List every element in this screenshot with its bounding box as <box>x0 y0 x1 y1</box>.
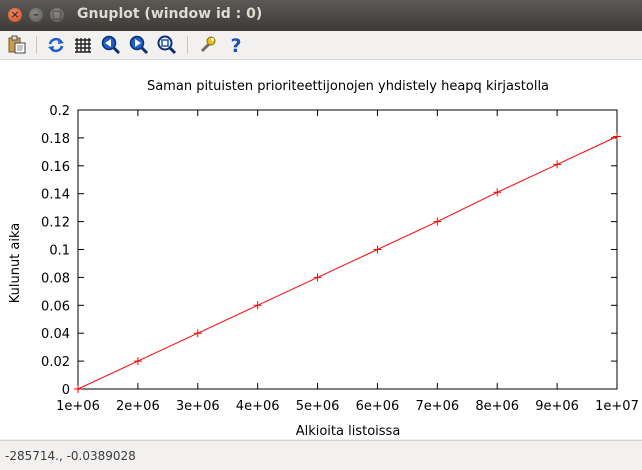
replot-icon <box>45 34 67 56</box>
data-point-marker <box>314 273 322 281</box>
y-tick-label: 0.1 <box>49 244 70 259</box>
data-point-marker <box>553 160 561 168</box>
data-point-marker <box>433 218 441 226</box>
y-axis-label: Kulunut aika <box>8 223 23 304</box>
plot-frame <box>78 110 617 389</box>
x-tick-label: 9e+06 <box>535 399 579 414</box>
x-tick-label: 6e+06 <box>356 399 400 414</box>
x-tick-label: 8e+06 <box>475 399 519 414</box>
minimize-window-button[interactable]: – <box>29 8 43 22</box>
svg-text:?: ? <box>230 35 241 56</box>
chart-title: Saman pituisten prioriteettijonojen yhdi… <box>147 79 549 94</box>
wrench-icon <box>196 34 218 56</box>
data-point-marker <box>613 133 621 141</box>
x-axis-label: Alkioita listoissa <box>296 424 401 439</box>
grid-icon <box>72 34 94 56</box>
data-point-marker <box>493 188 501 196</box>
x-tick-label: 7e+06 <box>415 399 459 414</box>
data-point-marker <box>74 385 82 393</box>
x-tick-label: 5e+06 <box>296 399 340 414</box>
window-titlebar: × – □ Gnuplot (window id : 0) <box>0 0 642 31</box>
y-tick-label: 0.02 <box>41 355 70 370</box>
y-tick-label: 0 <box>62 383 70 398</box>
copy-to-clipboard-button[interactable] <box>6 34 28 56</box>
close-window-button[interactable]: × <box>8 8 22 22</box>
toolbar: ? <box>0 31 642 60</box>
help-button[interactable]: ? <box>225 34 247 56</box>
x-tick-label: 2e+06 <box>116 399 160 414</box>
y-tick-label: 0.06 <box>41 299 70 314</box>
y-tick-label: 0.16 <box>41 160 70 175</box>
maximize-window-button[interactable]: □ <box>50 8 64 22</box>
mouse-coordinates: -285714., -0.0389028 <box>5 449 136 463</box>
x-tick-label: 4e+06 <box>236 399 280 414</box>
y-tick-label: 0.14 <box>41 188 70 203</box>
x-tick-label: 1e+07 <box>595 399 639 414</box>
preferences-button[interactable] <box>196 34 218 56</box>
toolbar-separator <box>187 36 188 54</box>
toggle-grid-button[interactable] <box>72 34 94 56</box>
chart[interactable]: Saman pituisten prioriteettijonojen yhdi… <box>0 60 642 439</box>
autoscale-button[interactable] <box>156 34 178 56</box>
y-tick-label: 0.04 <box>41 327 70 342</box>
zoom-forward-icon <box>128 34 150 56</box>
y-tick-label: 0.2 <box>49 104 70 119</box>
maximize-icon: □ <box>50 8 64 22</box>
next-zoom-button[interactable] <box>128 34 150 56</box>
toolbar-separator <box>36 36 37 54</box>
data-point-marker <box>254 301 262 309</box>
previous-zoom-button[interactable] <box>100 34 122 56</box>
series-line <box>78 137 617 389</box>
window-title: Gnuplot (window id : 0) <box>77 6 262 22</box>
status-bar: -285714., -0.0389028 <box>0 440 642 470</box>
y-tick-label: 0.08 <box>41 271 70 286</box>
help-icon: ? <box>225 34 247 56</box>
minimize-icon: – <box>29 8 43 22</box>
replot-button[interactable] <box>45 34 67 56</box>
clipboard-icon <box>6 34 28 56</box>
data-point-marker <box>134 357 142 365</box>
y-tick-label: 0.12 <box>41 216 70 231</box>
y-tick-label: 0.18 <box>41 132 70 147</box>
close-icon: × <box>8 8 22 22</box>
x-tick-label: 3e+06 <box>176 399 220 414</box>
data-point-marker <box>194 329 202 337</box>
data-point-marker <box>373 246 381 254</box>
autoscale-icon <box>156 34 178 56</box>
zoom-back-icon <box>100 34 122 56</box>
x-tick-label: 1e+06 <box>56 399 100 414</box>
plot-area[interactable]: Saman pituisten prioriteettijonojen yhdi… <box>0 60 642 439</box>
